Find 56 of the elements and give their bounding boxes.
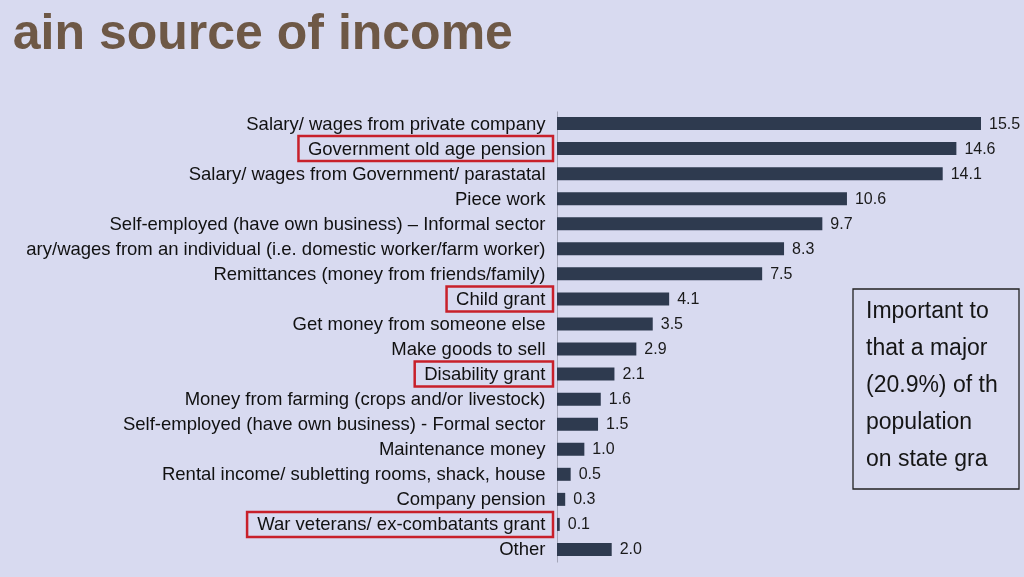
data-label: 0.1 xyxy=(567,515,591,533)
bar xyxy=(557,392,601,406)
data-label: 1.6 xyxy=(608,390,632,408)
data-label: 4.1 xyxy=(677,289,700,307)
y-tick-label: Rental income/ subletting rooms, shack, house xyxy=(161,463,546,485)
y-tick-label: Piece work xyxy=(455,187,547,209)
annotation: Important to that a major (20.9%) of th population on state gra xyxy=(866,297,998,471)
bar xyxy=(557,467,571,481)
data-label: 7.5 xyxy=(770,264,793,282)
y-tick-label: Self-employed (have own business) - Formal sector xyxy=(122,413,546,435)
y-tick-label: Company pension xyxy=(396,488,546,510)
data-label: 9.7 xyxy=(830,214,853,232)
data-label: 1.5 xyxy=(606,415,629,433)
chart-title: ain source of income xyxy=(12,4,513,60)
bar xyxy=(557,517,560,531)
bar xyxy=(557,142,957,156)
y-tick-label: Self-employed (have own business) – Informal sector xyxy=(109,212,546,234)
y-tick-label: Salary/ wages from Government/ parastatal xyxy=(188,162,546,184)
y-tick-label: Get money from someone else xyxy=(292,312,546,334)
y-tick-label: Government old age pension xyxy=(307,137,546,159)
y-tick-label: Child grant xyxy=(456,287,546,309)
data-label: 2.1 xyxy=(622,365,645,383)
bar xyxy=(557,317,653,331)
data-label: 10.6 xyxy=(854,189,887,207)
data-label: 1.0 xyxy=(592,440,615,458)
y-tick-label: Other xyxy=(499,538,546,560)
y-tick-label: Money from farming (crops and/or livestock) xyxy=(184,388,546,410)
bar xyxy=(557,367,615,381)
y-tick-label: Make goods to sell xyxy=(391,338,546,360)
y-tick-label: Remittances (money from friends/family) xyxy=(213,262,546,284)
y-tick-label: Maintenance money xyxy=(378,438,547,460)
bar xyxy=(557,542,612,556)
y-tick-label: ary/wages from an individual (i.e. domestic worker/farm worker) xyxy=(26,237,546,259)
bar xyxy=(557,192,847,206)
bar xyxy=(557,442,585,456)
bar xyxy=(557,492,566,506)
bar xyxy=(557,242,785,256)
data-label: 0.5 xyxy=(578,465,602,483)
y-tick-label: Salary/ wages from private company xyxy=(246,112,547,134)
bar xyxy=(557,342,637,356)
bar xyxy=(557,117,981,131)
data-label: 8.3 xyxy=(792,239,815,257)
data-label: 15.5 xyxy=(989,114,1021,132)
data-label: 2.0 xyxy=(619,540,643,558)
data-label: 2.9 xyxy=(644,340,667,358)
bar xyxy=(557,267,763,281)
bar xyxy=(557,417,599,431)
y-tick-label: War veterans/ ex-combatants grant xyxy=(257,513,546,535)
data-label: 14.1 xyxy=(950,164,982,182)
data-label: 0.3 xyxy=(573,490,596,508)
bar xyxy=(557,217,823,231)
bar xyxy=(557,167,943,181)
data-label: 14.6 xyxy=(964,139,996,157)
bar xyxy=(557,292,670,306)
y-tick-label: Disability grant xyxy=(424,363,546,385)
data-label: 3.5 xyxy=(660,314,684,332)
